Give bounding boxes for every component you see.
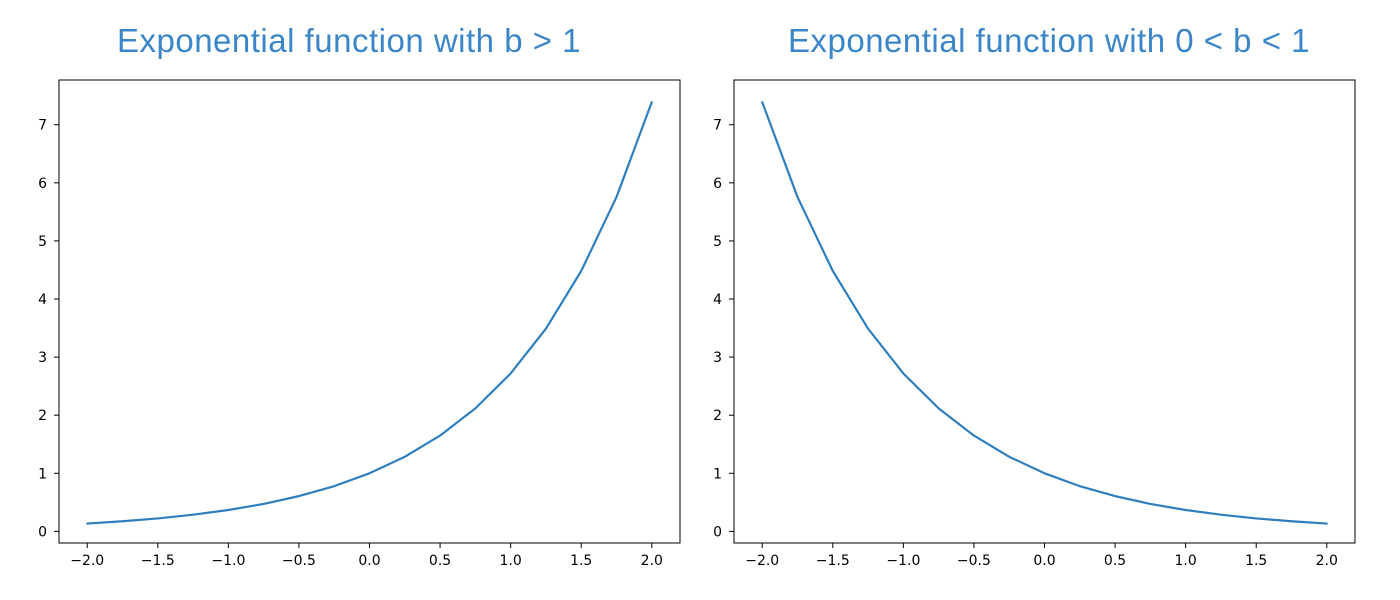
series-line-right-0	[761, 101, 1328, 525]
y-tick-label-left-6: 6	[38, 176, 47, 192]
x-tick-label-left-4: 0.0	[358, 553, 380, 569]
y-tick-label-right-0: 0	[713, 524, 722, 540]
x-tick-label-left-5: 0.5	[429, 553, 451, 569]
y-tick-label-left-7: 7	[38, 118, 47, 134]
y-tick-label-right-5: 5	[713, 234, 722, 250]
y-tick-label-left-3: 3	[38, 350, 47, 366]
y-tick-label-right-6: 6	[713, 176, 722, 192]
y-tick-label-left-5: 5	[38, 234, 47, 250]
y-tick-label-right-2: 2	[713, 408, 722, 424]
x-tick-label-left-3: −0.5	[282, 553, 316, 569]
x-tick-label-right-4: 0.0	[1033, 553, 1055, 569]
x-tick-label-left-6: 1.0	[500, 553, 522, 569]
plot-left: −2.0 −1.5 −1.0 −0.5 0.0 0.5 1.0 1.5 2.0 0 1 2 3 4 5 6 7	[38, 79, 681, 569]
x-tick-label-right-6: 1.0	[1175, 553, 1197, 569]
y-tick-label-left-2: 2	[38, 408, 47, 424]
x-tick-label-right-1: −1.5	[816, 553, 850, 569]
x-tick-label-left-2: −1.0	[211, 553, 245, 569]
x-tick-label-left-7: 1.5	[570, 553, 592, 569]
x-tick-label-left-8: 2.0	[641, 553, 663, 569]
x-tick-label-right-0: −2.0	[745, 553, 779, 569]
series-line-left-0	[86, 101, 653, 525]
y-tick-label-left-4: 4	[38, 292, 47, 308]
x-tick-label-right-2: −1.0	[886, 553, 920, 569]
y-tick-label-right-4: 4	[713, 292, 722, 308]
y-tick-label-right-1: 1	[713, 466, 722, 482]
y-tick-label-left-1: 1	[38, 466, 47, 482]
y-tick-label-right-3: 3	[713, 350, 722, 366]
chart-title-right: Exponential function with 0 < b < 1	[787, 22, 1311, 59]
y-tick-label-right-7: 7	[713, 118, 722, 134]
x-tick-label-right-7: 1.5	[1245, 553, 1267, 569]
x-tick-label-right-5: 0.5	[1104, 553, 1126, 569]
x-tick-label-left-0: −2.0	[70, 553, 104, 569]
plot-right: −2.0 −1.5 −1.0 −0.5 0.0 0.5 1.0 1.5 2.0 0 1 2 3 4 5 6 7	[713, 79, 1356, 569]
y-tick-label-left-0: 0	[38, 524, 47, 540]
x-tick-label-right-3: −0.5	[957, 553, 991, 569]
x-tick-label-right-8: 2.0	[1316, 553, 1338, 569]
x-tick-label-left-1: −1.5	[141, 553, 175, 569]
chart-title-left: Exponential function with b > 1	[116, 22, 582, 59]
